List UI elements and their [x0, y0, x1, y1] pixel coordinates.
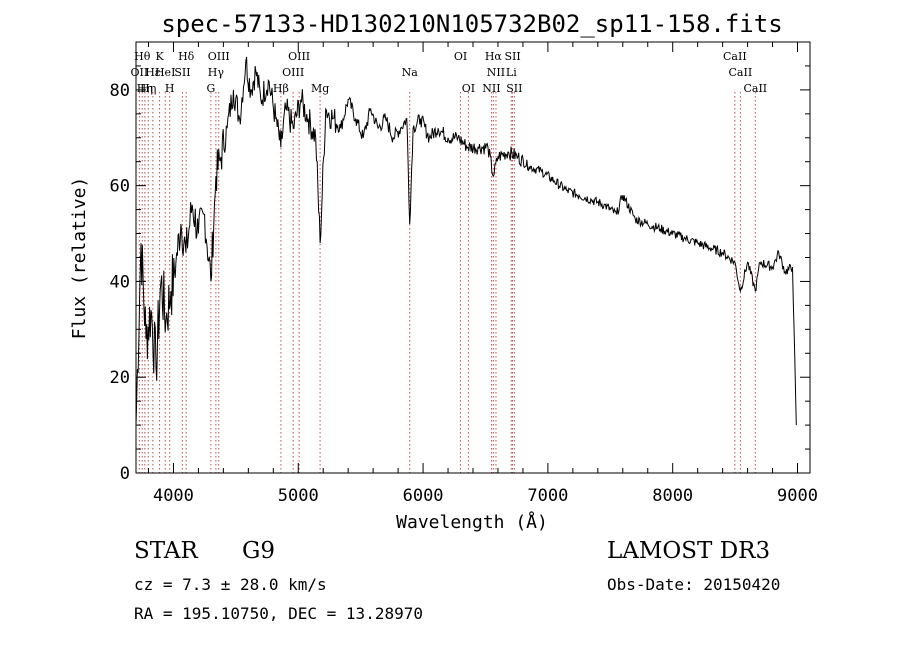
line-label: Li	[506, 66, 517, 79]
observation-date: Obs-Date: 20150420	[607, 575, 781, 594]
line-label: NII	[482, 82, 500, 95]
line-label: Hγ	[208, 66, 225, 79]
line-label: HeI	[155, 66, 175, 79]
x-axis-ticks: 4000 5000 6000 7000 8000 9000	[147, 42, 818, 506]
survey-name: LAMOST DR3	[607, 538, 771, 564]
x-tick-label: 7000	[527, 486, 568, 506]
line-label: OI	[462, 82, 475, 95]
y-tick-label: 40	[110, 272, 130, 292]
line-label: K	[155, 50, 164, 63]
line-label: Hθ	[134, 50, 151, 63]
line-label: H	[165, 82, 175, 95]
series-group	[135, 56, 797, 426]
chart-title: spec-57133-HD130210N105732B02_sp11-158.f…	[161, 10, 782, 38]
line-label: OII	[131, 66, 149, 79]
y-axis-label: Flux (relative)	[69, 177, 90, 340]
line-label: Hβ	[273, 82, 289, 95]
y-tick-label: 0	[120, 464, 130, 484]
line-label: OIII	[208, 50, 230, 63]
line-label: Hε	[145, 66, 161, 79]
y-tick-label: 20	[110, 368, 130, 388]
x-tick-label: 9000	[777, 486, 818, 506]
y-tick-label: 60	[110, 177, 130, 197]
redshift-value: cz = 7.3 ± 28.0 km/s	[134, 575, 327, 594]
line-label: CaII	[729, 66, 753, 79]
x-tick-label: 8000	[652, 486, 693, 506]
line-label: Hα	[485, 50, 503, 63]
line-label: Hδ	[178, 50, 195, 63]
x-axis-label: Wavelength (Å)	[396, 511, 548, 533]
y-tick-label: 80	[110, 81, 130, 101]
line-label: OIII	[282, 66, 304, 79]
line-label: SII	[504, 50, 520, 63]
line-label: Na	[402, 66, 419, 79]
line-label: OIII	[288, 50, 310, 63]
line-label: SII	[174, 66, 190, 79]
spectral-line-markers: OIIHθHηHηHεKHeIHSIIHδGHγOIIIHβOIIIOIIIMg…	[131, 50, 767, 473]
spectrum-series	[135, 56, 797, 426]
x-tick-label: 5000	[278, 486, 319, 506]
object-subclass: G9	[242, 538, 276, 564]
line-label: NII	[487, 66, 505, 79]
y-axis-ticks: 0 20 40 60 80	[110, 65, 810, 484]
line-label: OI	[454, 50, 467, 63]
x-tick-label: 6000	[403, 486, 444, 506]
line-label: Hη	[140, 82, 156, 95]
line-label: CaII	[723, 50, 747, 63]
line-label: G	[206, 82, 215, 95]
object-class: STAR	[134, 538, 198, 564]
line-label: SII	[506, 82, 522, 95]
line-label: Hη	[137, 82, 153, 95]
line-label: Mg	[311, 82, 329, 95]
x-tick-label: 4000	[153, 486, 194, 506]
coordinates: RA = 195.10750, DEC = 13.28970	[134, 604, 423, 623]
line-label: CaII	[743, 82, 767, 95]
